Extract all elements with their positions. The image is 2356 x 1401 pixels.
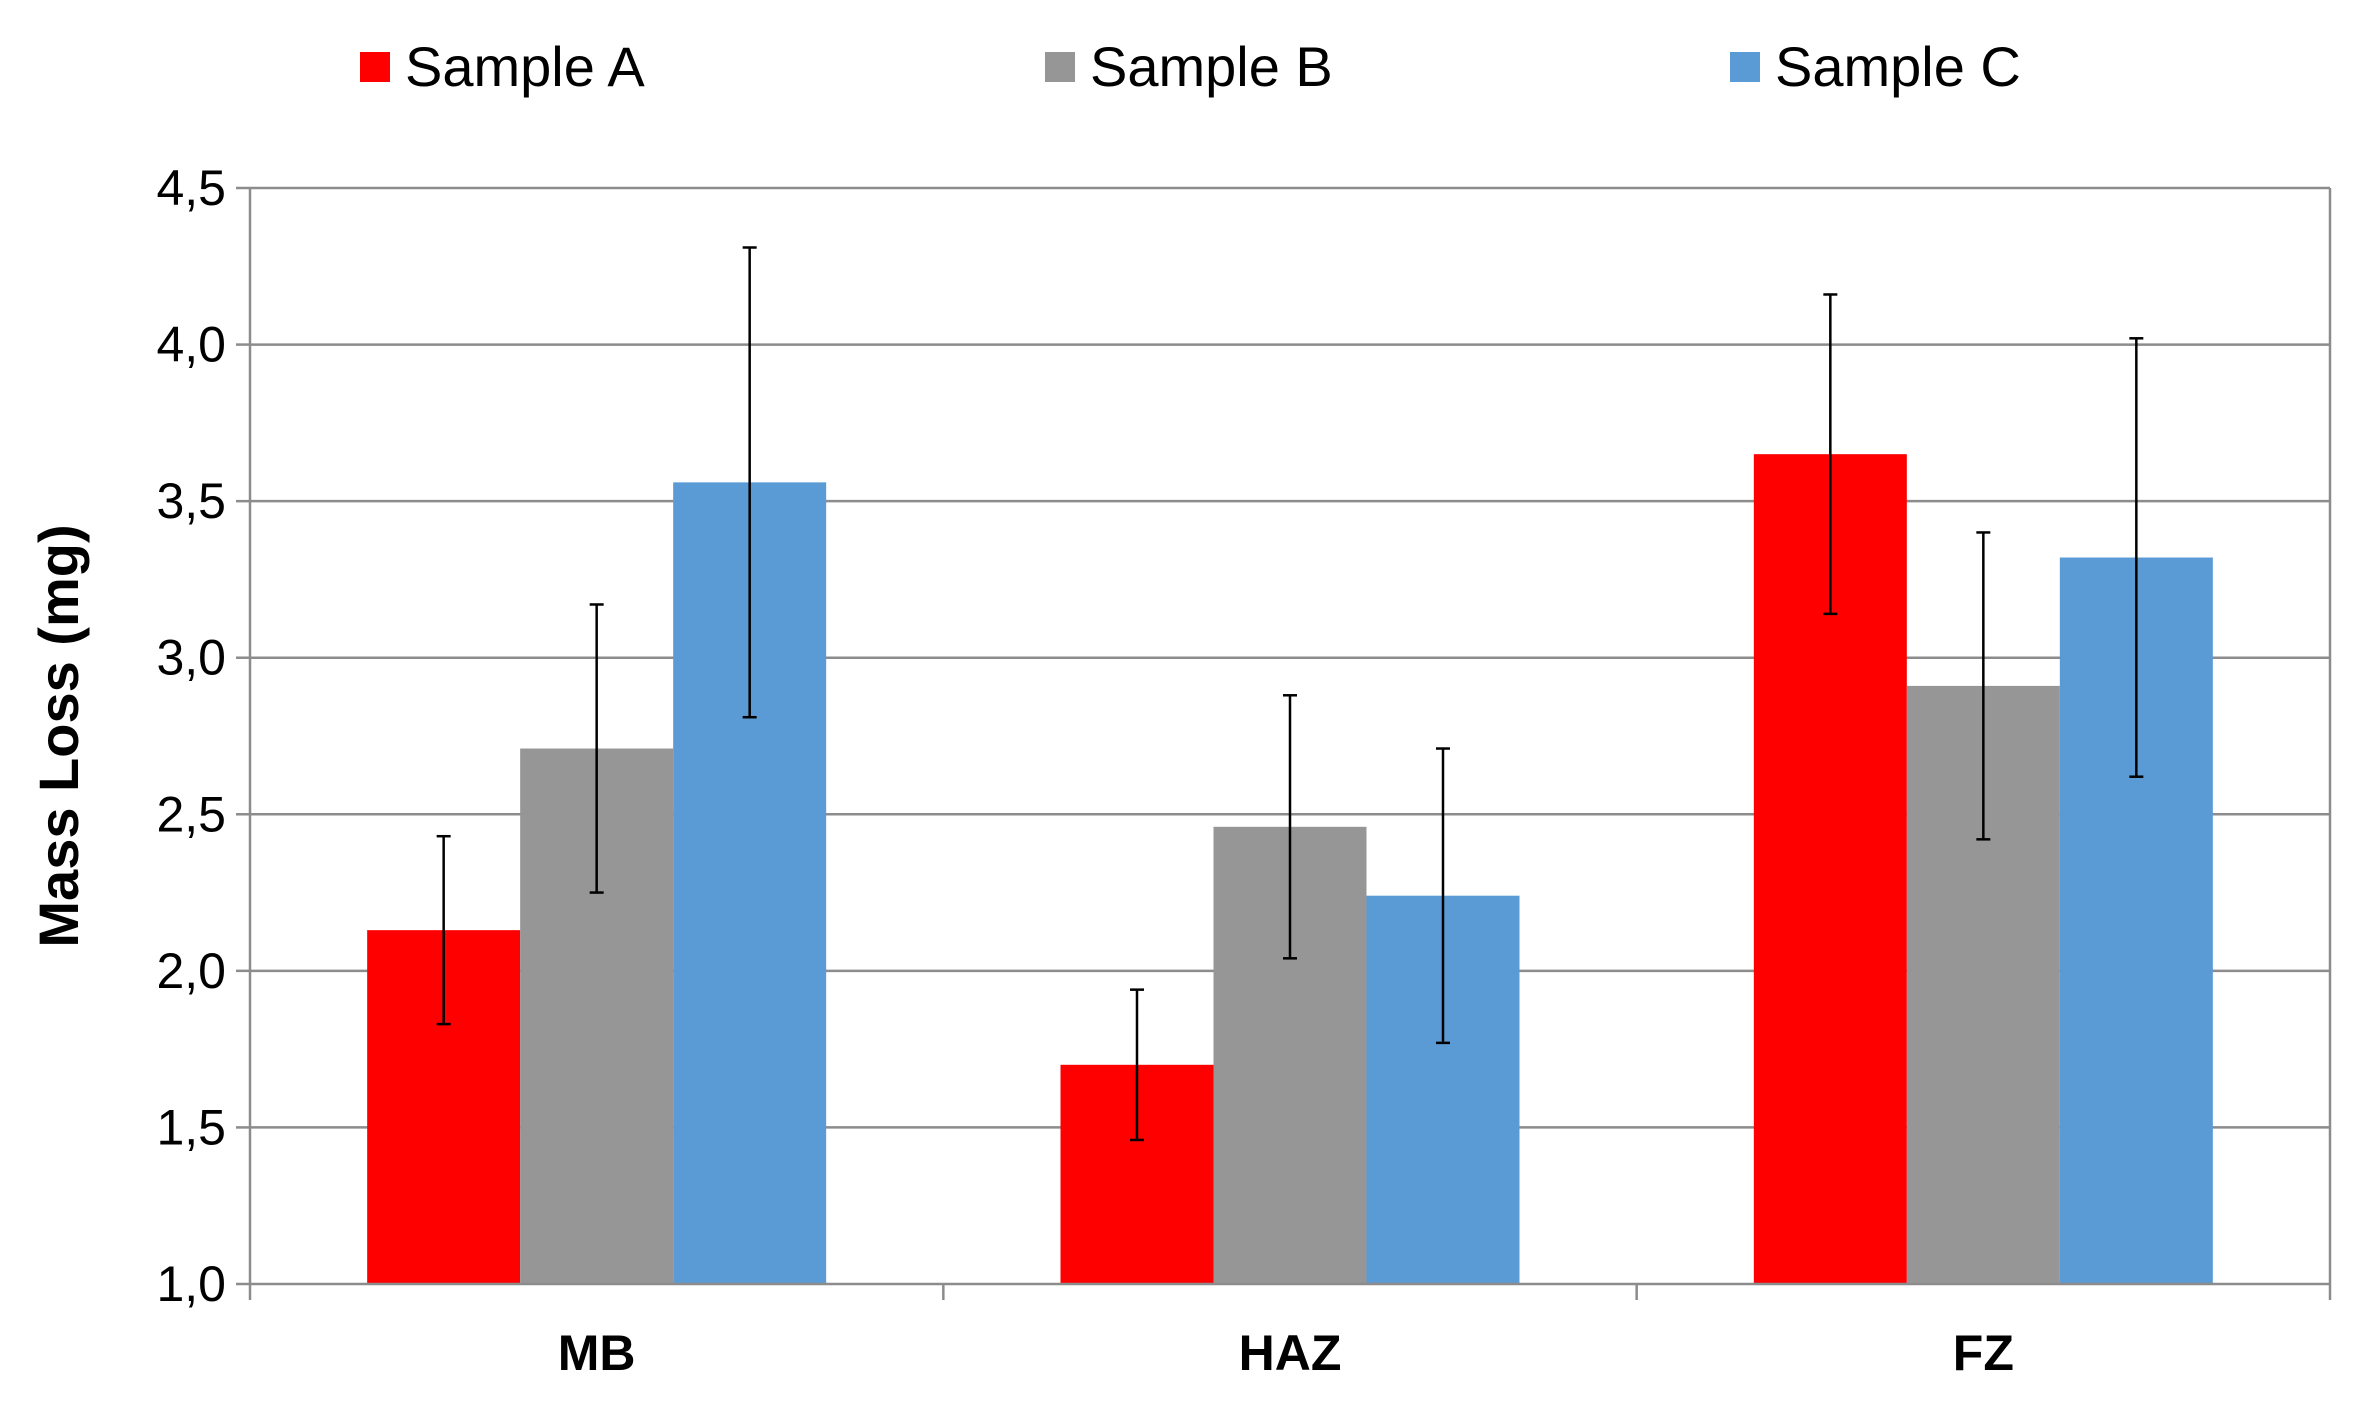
x-tick-label: MB [558,1325,636,1381]
error-bars-group [436,246,2144,1142]
legend-label: Sample C [1775,35,2021,98]
y-tick-label: 2,5 [156,786,226,842]
y-tick-label: 3,0 [156,630,226,686]
legend-label: Sample B [1090,35,1333,98]
legend-swatch [1045,52,1075,82]
y-tick-label: 3,5 [156,473,226,529]
x-axis-ticks: MB HAZ FZ [248,1284,2332,1381]
legend-label: Sample A [405,35,645,98]
y-axis-ticks: 1,0 1,5 2,0 2,5 3,0 3,5 4,0 4,5 [156,160,250,1312]
legend-swatch [360,52,390,82]
legend-swatch [1730,52,1760,82]
y-tick-label: 1,0 [156,1256,226,1312]
chart-legend: Sample A Sample B Sample C [360,35,2021,98]
y-tick-label: 1,5 [156,1099,226,1155]
y-axis-title: Mass Loss (mg) [27,524,90,947]
y-tick-label: 2,0 [156,943,226,999]
y-tick-label: 4,5 [156,160,226,216]
axes [248,188,2332,1286]
x-tick-label: HAZ [1239,1325,1342,1381]
y-tick-label: 4,0 [156,317,226,373]
x-tick-label: FZ [1953,1325,2014,1381]
